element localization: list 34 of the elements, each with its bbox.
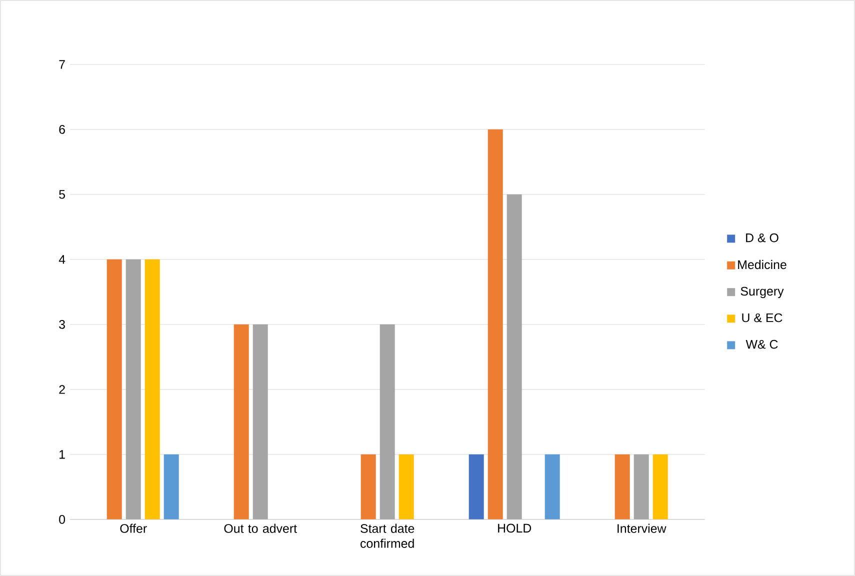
x-tick-label: Start date confirmed [360, 524, 414, 548]
y-tick-label: 7 [59, 60, 65, 69]
bar [164, 454, 179, 520]
bar [106, 259, 122, 520]
y-tick-label: 2 [59, 385, 65, 394]
legend-label: U & EC [742, 313, 782, 322]
bar [506, 194, 522, 520]
bar [488, 129, 503, 520]
y-tick-label: 6 [59, 125, 65, 134]
y-tick-label: 3 [59, 320, 65, 329]
x-tick-label: HOLD [498, 524, 532, 533]
y-tick-label: 0 [59, 515, 66, 524]
bar [252, 324, 268, 520]
legend-label: W& C [746, 340, 778, 349]
x-tick-label: Offer [120, 524, 147, 533]
legend-label: Surgery [740, 286, 784, 298]
legend-label: D & O [746, 233, 778, 242]
y-tick-label: 1 [60, 450, 65, 459]
bar [652, 454, 668, 520]
legend-label: Medicine [738, 260, 786, 270]
bar [380, 324, 395, 520]
bar [614, 454, 630, 520]
x-tick-label: Out to advert [224, 524, 297, 533]
bar [126, 259, 141, 520]
bar [468, 454, 484, 520]
bar [634, 454, 649, 520]
bar [544, 454, 560, 520]
bar [360, 454, 376, 520]
y-tick-label: 4 [58, 255, 66, 264]
y-tick-label: 5 [59, 190, 65, 199]
bar [144, 259, 160, 520]
bar [398, 454, 414, 520]
bar [234, 324, 249, 520]
x-tick-label: Interview [618, 524, 666, 533]
